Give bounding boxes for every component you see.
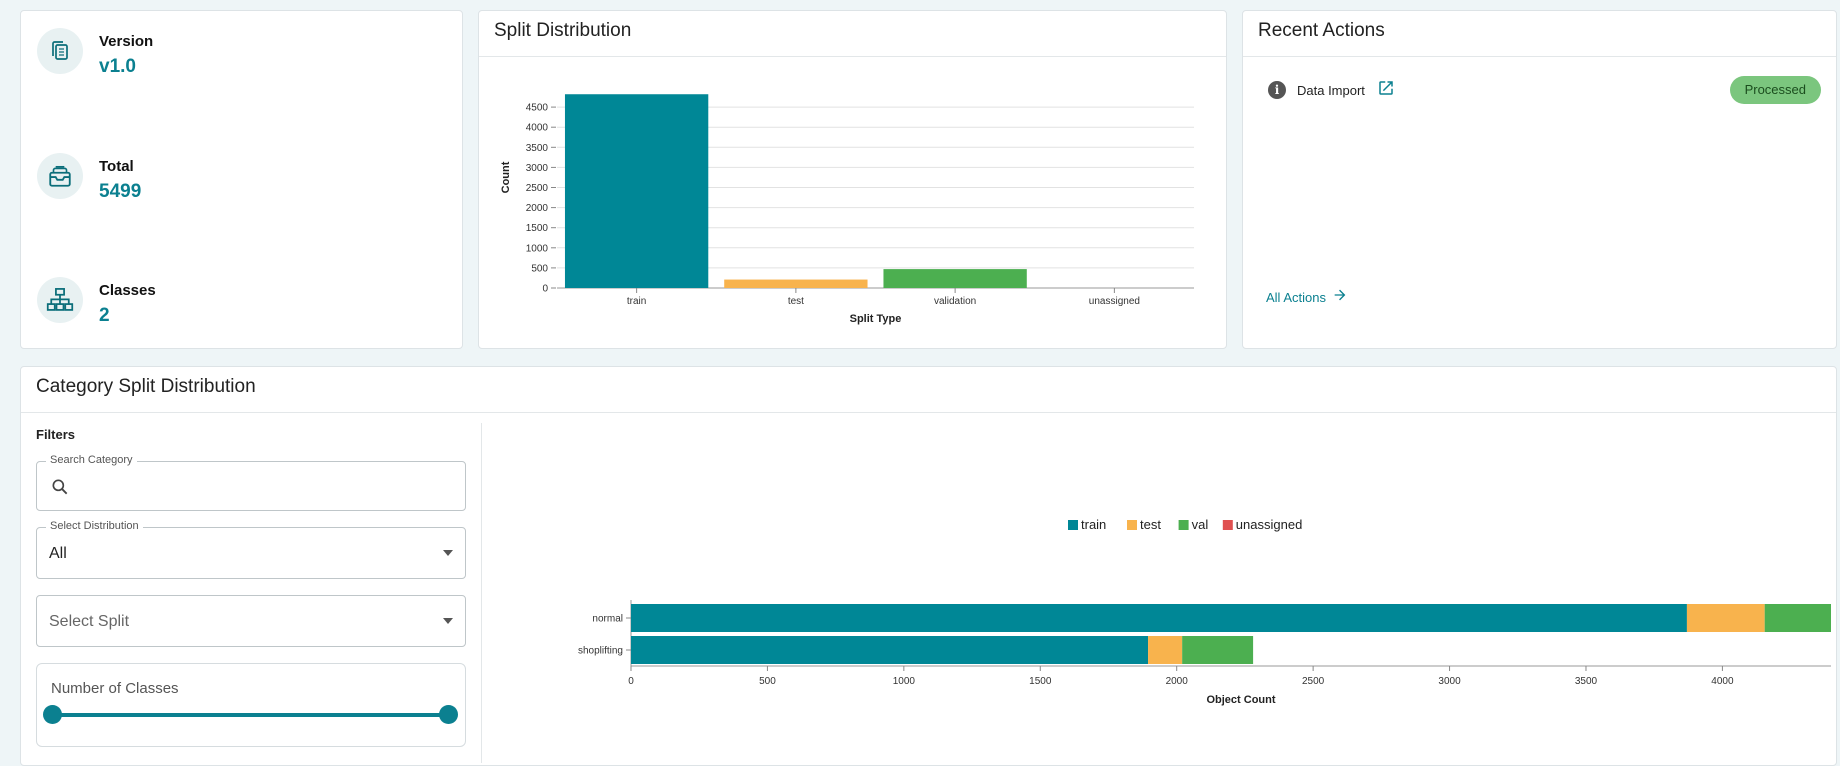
all-actions-link[interactable]: All Actions — [1266, 287, 1348, 308]
split-distribution-chart: 0 500 1000 1500 2000 2500 3000 3500 4000 4500 trai… — [500, 94, 1194, 325]
y-tick-label: 1500 — [526, 223, 549, 234]
legend-swatch-unassigned — [1222, 520, 1233, 530]
action-label: Data Import — [1297, 82, 1365, 98]
x-tick-label: test — [788, 296, 804, 307]
stat-value: 5499 — [99, 181, 142, 202]
x-tick-label: 500 — [759, 676, 776, 687]
all-actions-label[interactable]: All Actions — [1266, 290, 1326, 305]
search-icon — [50, 477, 70, 502]
legend-swatch-val — [1178, 520, 1189, 530]
x-tick-label: 1500 — [1029, 676, 1052, 687]
stat-value: 2 — [99, 305, 110, 326]
category-split-chart: train test val unassigned normal shoplifting 0… — [578, 517, 1831, 706]
arrow-right-icon — [1332, 287, 1348, 308]
y-tick-label: 2500 — [526, 183, 549, 194]
card-title: Category Split Distribution — [21, 367, 1836, 413]
legend-label-train: train — [1081, 517, 1106, 532]
y-tick-label: 3000 — [526, 163, 549, 174]
y-tick-label: 2000 — [526, 203, 549, 214]
select-distribution-dropdown[interactable]: Select Distribution All — [36, 520, 466, 579]
bar-validation — [883, 269, 1027, 288]
recent-actions-card: Recent Actions i Data Import Processed A… — [1242, 10, 1837, 349]
y-axis-title: Count — [500, 161, 512, 193]
info-icon: i — [1268, 81, 1286, 99]
select-split-placeholder: Select Split — [49, 613, 130, 630]
y-tick-label: 1000 — [526, 243, 549, 254]
legend-label-test: test — [1140, 517, 1161, 532]
card-title: Recent Actions — [1243, 11, 1836, 57]
y-tick-label: normal — [592, 614, 623, 625]
y-tick-label: 4500 — [526, 103, 549, 114]
chevron-down-icon — [443, 550, 453, 556]
stats-card: Version v1.0 Total 5499 Classes 2 — [20, 10, 463, 349]
y-tick-label: 3500 — [526, 143, 549, 154]
hierarchy-icon — [37, 277, 83, 323]
number-of-classes-panel: Number of Classes — [36, 663, 466, 747]
legend-swatch-test — [1127, 520, 1137, 530]
x-tick-label: 3500 — [1575, 676, 1598, 687]
stat-label: Classes — [99, 282, 156, 299]
copy-icon — [37, 28, 83, 74]
bar-normal-val — [1764, 604, 1831, 632]
action-item[interactable]: i Data Import — [1268, 80, 1395, 100]
y-tick-label: 500 — [531, 263, 548, 274]
x-axis-title: Split Type — [850, 313, 902, 325]
y-tick-label: 0 — [542, 284, 548, 295]
x-tick-label: 1000 — [893, 676, 916, 687]
x-tick-label: 4000 — [1711, 676, 1734, 687]
range-slider-min-handle[interactable] — [43, 705, 62, 724]
field-legend: Search Category — [46, 454, 137, 466]
x-tick-label: 2500 — [1302, 676, 1325, 687]
bar-normal-test — [1686, 604, 1765, 632]
bar-test — [724, 279, 868, 288]
select-split-dropdown[interactable]: Select Split — [36, 595, 466, 647]
bar-train — [564, 94, 709, 289]
stat-label: Version — [99, 33, 154, 50]
filters-divider — [481, 423, 482, 763]
x-tick-label: train — [627, 296, 646, 307]
bar-normal-train — [631, 604, 1687, 632]
x-tick-label: 3000 — [1438, 676, 1461, 687]
filters-title: Filters — [36, 427, 76, 442]
x-tick-label: unassigned — [1089, 296, 1140, 307]
x-axis-title: Object Count — [1206, 694, 1275, 706]
stat-label: Total — [99, 158, 134, 175]
card-title: Split Distribution — [479, 11, 1226, 57]
bar-shoplifting-test — [1148, 636, 1183, 664]
number-of-classes-label: Number of Classes — [51, 680, 179, 697]
select-distribution-value: All — [49, 545, 67, 562]
x-tick-label: 0 — [628, 676, 634, 687]
category-split-card: Category Split Distribution Filters Sear… — [20, 366, 1837, 766]
legend-label-val: val — [1192, 517, 1209, 532]
x-tick-label: 2000 — [1166, 676, 1189, 687]
stat-value: v1.0 — [99, 56, 136, 77]
y-tick-label: 4000 — [526, 123, 549, 134]
open-external-icon[interactable] — [1377, 79, 1395, 102]
range-slider-track[interactable] — [51, 713, 449, 717]
search-category-field[interactable]: Search Category — [36, 454, 466, 511]
status-badge: Processed — [1729, 76, 1821, 104]
inbox-icon — [37, 153, 83, 199]
bar-shoplifting-train — [631, 636, 1149, 664]
legend-label-unassigned: unassigned — [1236, 517, 1303, 532]
chevron-down-icon — [443, 618, 453, 624]
bar-shoplifting-val — [1182, 636, 1254, 664]
y-tick-label: shoplifting — [578, 646, 623, 657]
range-slider-max-handle[interactable] — [439, 705, 458, 724]
split-distribution-card: Split Distribution 0 500 1000 1500 2000 2500 3… — [478, 10, 1227, 349]
field-legend: Select Distribution — [46, 520, 143, 532]
x-tick-label: validation — [934, 296, 976, 307]
legend-swatch-train — [1068, 520, 1078, 530]
